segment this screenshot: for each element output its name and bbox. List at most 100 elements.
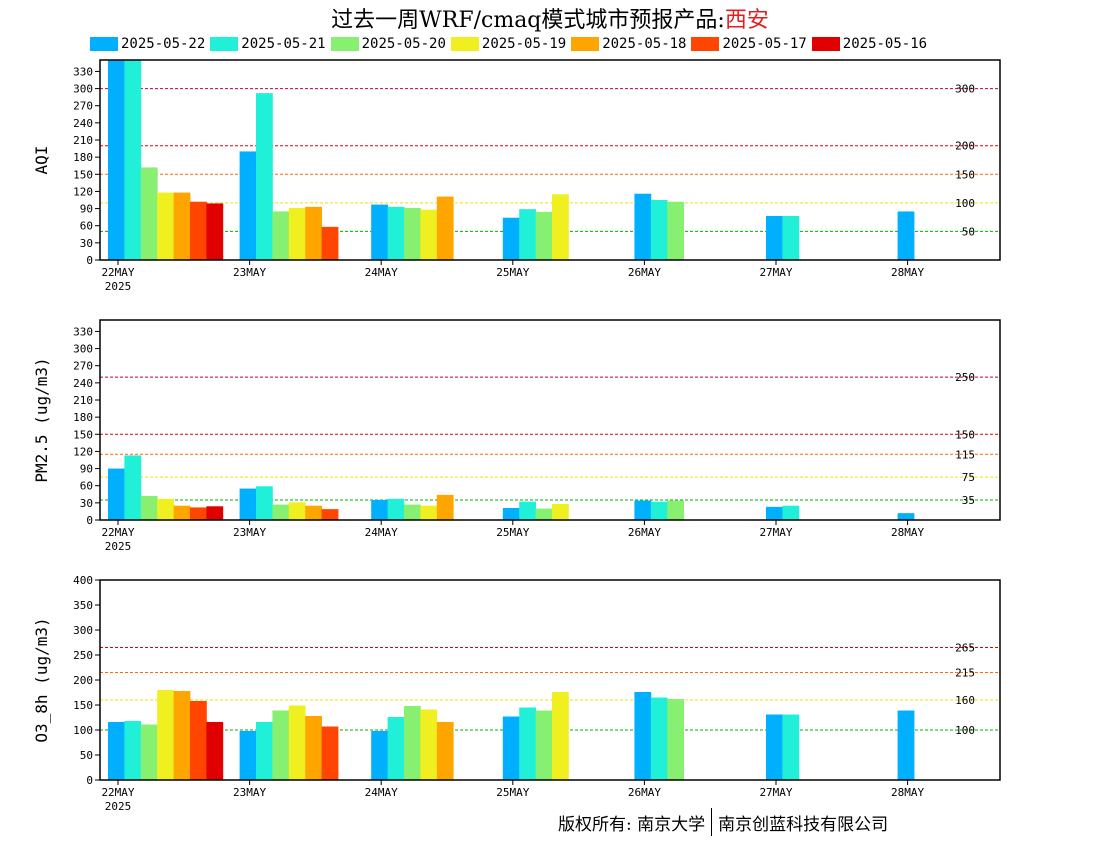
threshold-label: 100	[955, 197, 975, 210]
y-tick-label: 270	[73, 100, 93, 113]
bar	[634, 500, 652, 520]
page-title: 过去一周WRF/cmaq模式城市预报产品:西安	[0, 2, 1100, 34]
y-tick-label: 100	[73, 724, 93, 737]
bar	[206, 203, 224, 260]
legend-swatch	[811, 37, 840, 51]
x-tick-label: 23MAY	[233, 266, 266, 279]
threshold-label: 265	[955, 642, 975, 655]
copyright-separator	[711, 808, 713, 836]
x-tick-label: 28MAY	[891, 266, 924, 279]
x-year-label: 2025	[105, 280, 132, 293]
threshold-label: 150	[955, 428, 975, 441]
bar	[387, 717, 405, 780]
y-tick-label: 150	[73, 428, 93, 441]
y-tick-label: 30	[80, 237, 93, 250]
bar	[650, 697, 668, 780]
x-tick-label: 28MAY	[891, 526, 924, 539]
y-tick-label: 30	[80, 497, 93, 510]
y-tick-label: 250	[73, 649, 93, 662]
y-tick-label: 270	[73, 360, 93, 373]
legend-label: 2025-05-22	[121, 36, 206, 52]
bar	[782, 216, 800, 260]
bar	[502, 508, 520, 520]
legend: 2025-05-22 2025-05-21 2025-05-20 2025-05-19…	[90, 35, 932, 53]
bar	[140, 724, 158, 780]
bar	[173, 505, 191, 520]
bar	[634, 692, 652, 780]
bar	[404, 504, 421, 520]
plot-frame	[99, 59, 1001, 261]
bar	[157, 498, 174, 520]
chart-panel-1: 300 200 150 100 50 0 30 60 90 120 150 180 210 240 270 3…	[32, 59, 1001, 293]
bar	[535, 508, 553, 520]
threshold-label: 50	[962, 225, 975, 238]
bar	[173, 192, 191, 260]
x-tick-label: 26MAY	[628, 266, 661, 279]
bar	[634, 193, 652, 260]
y-tick-label: 50	[80, 749, 93, 762]
y-tick-label: 330	[73, 65, 93, 78]
legend-item: 2025-05-16	[811, 36, 929, 52]
bar	[239, 151, 257, 260]
threshold-label: 200	[955, 140, 975, 153]
bar	[256, 93, 273, 261]
bar	[371, 500, 388, 520]
bar	[305, 206, 322, 260]
bar	[404, 208, 421, 260]
bar	[206, 722, 224, 780]
y-tick-label: 180	[73, 411, 93, 424]
title-prefix: 过去一周WRF/cmaq模式城市预报产品:	[331, 8, 725, 33]
x-tick-label: 22MAY	[101, 266, 134, 279]
y-tick-label: 240	[73, 377, 93, 390]
bar	[239, 731, 257, 780]
y-tick-label: 240	[73, 117, 93, 130]
chart-panel-2: 250 150 115 75 35 0 30 60 90 120 150 180 210 240 270 30…	[32, 319, 1001, 553]
x-tick-label: 27MAY	[759, 526, 792, 539]
copyright-right: 南京创蓝科技有限公司	[718, 814, 889, 835]
bar	[371, 731, 388, 780]
y-tick-label: 120	[73, 185, 93, 198]
bar	[420, 709, 438, 780]
x-tick-label: 27MAY	[759, 786, 792, 799]
y-tick-label: 0	[86, 254, 93, 267]
legend-swatch	[210, 37, 239, 51]
y-tick-label: 90	[80, 463, 93, 476]
bar	[502, 716, 520, 780]
y-tick-label: 120	[73, 445, 93, 458]
x-tick-label: 28MAY	[891, 786, 924, 799]
bar	[124, 60, 142, 260]
legend-item: 2025-05-20	[330, 36, 448, 52]
bar	[305, 505, 322, 520]
bar	[140, 167, 158, 260]
legend-swatch	[571, 37, 600, 51]
bar	[321, 509, 339, 520]
y-tick-label: 90	[80, 203, 93, 216]
bar	[256, 722, 273, 780]
bar	[190, 201, 207, 260]
x-tick-label: 23MAY	[233, 786, 266, 799]
threshold-label: 115	[955, 448, 975, 461]
x-year-label: 2025	[105, 540, 132, 553]
x-tick-label: 22MAY	[101, 526, 134, 539]
bar	[436, 722, 454, 780]
x-tick-label: 24MAY	[365, 526, 398, 539]
legend-label: 2025-05-16	[842, 36, 928, 52]
bar	[667, 500, 684, 520]
x-tick-label: 23MAY	[233, 526, 266, 539]
bar	[552, 692, 569, 780]
bar	[272, 211, 290, 260]
legend-item: 2025-05-18	[571, 36, 688, 52]
y-tick-label: 210	[73, 394, 93, 407]
bar	[108, 60, 125, 260]
y-tick-label: 210	[73, 134, 93, 147]
bar	[766, 714, 783, 780]
bar	[436, 494, 454, 520]
bar	[436, 196, 454, 260]
threshold-label: 300	[955, 83, 975, 96]
threshold-label: 100	[955, 724, 975, 737]
y-tick-label: 60	[80, 220, 93, 233]
bar	[552, 504, 569, 520]
bar	[288, 208, 306, 260]
bar	[535, 212, 553, 260]
